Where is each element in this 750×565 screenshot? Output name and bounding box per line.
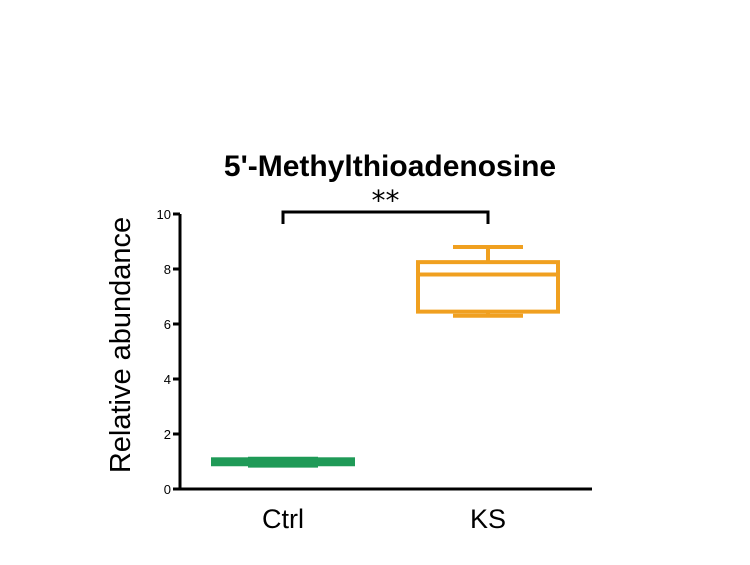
x-tick-label: Ctrl <box>262 504 304 534</box>
x-tick-label: KS <box>470 504 506 534</box>
y-tick-label: 10 <box>157 207 171 222</box>
y-tick-label: 6 <box>164 317 171 332</box>
y-tick-label: 2 <box>164 427 171 442</box>
chart-title: 5'-Methylthioadenosine <box>224 150 556 183</box>
box-ctrl <box>211 456 355 468</box>
iqr-box <box>416 260 560 314</box>
y-tick-label: 0 <box>164 482 171 497</box>
boxes <box>211 245 560 468</box>
box-ks <box>416 245 560 318</box>
x-labels: Ctrl KS <box>262 504 506 534</box>
y-axis-label: Relative abundance <box>105 217 137 473</box>
y-tick-label: 8 <box>164 262 171 277</box>
y-tick-label: 4 <box>164 372 171 387</box>
significance-bracket <box>281 210 490 224</box>
y-ticks: 0 2 4 6 8 10 <box>157 207 180 497</box>
significance-label: ** <box>372 184 400 217</box>
